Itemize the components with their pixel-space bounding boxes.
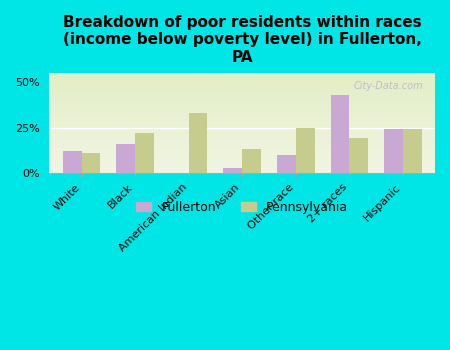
Bar xyxy=(189,113,207,173)
Text: City-Data.com: City-Data.com xyxy=(354,81,423,91)
Bar xyxy=(277,155,296,173)
Legend: Fullerton, Pennsylvania: Fullerton, Pennsylvania xyxy=(131,196,353,219)
Bar xyxy=(135,133,154,173)
Bar xyxy=(331,95,349,173)
Bar xyxy=(403,130,422,173)
Bar xyxy=(224,168,242,173)
Bar xyxy=(384,130,403,173)
Title: Breakdown of poor residents within races
(income below poverty level) in Fullert: Breakdown of poor residents within races… xyxy=(63,15,422,65)
Bar xyxy=(349,139,368,173)
Bar xyxy=(63,151,81,173)
Bar xyxy=(117,144,135,173)
Bar xyxy=(81,153,100,173)
Bar xyxy=(296,127,315,173)
Bar xyxy=(242,149,261,173)
